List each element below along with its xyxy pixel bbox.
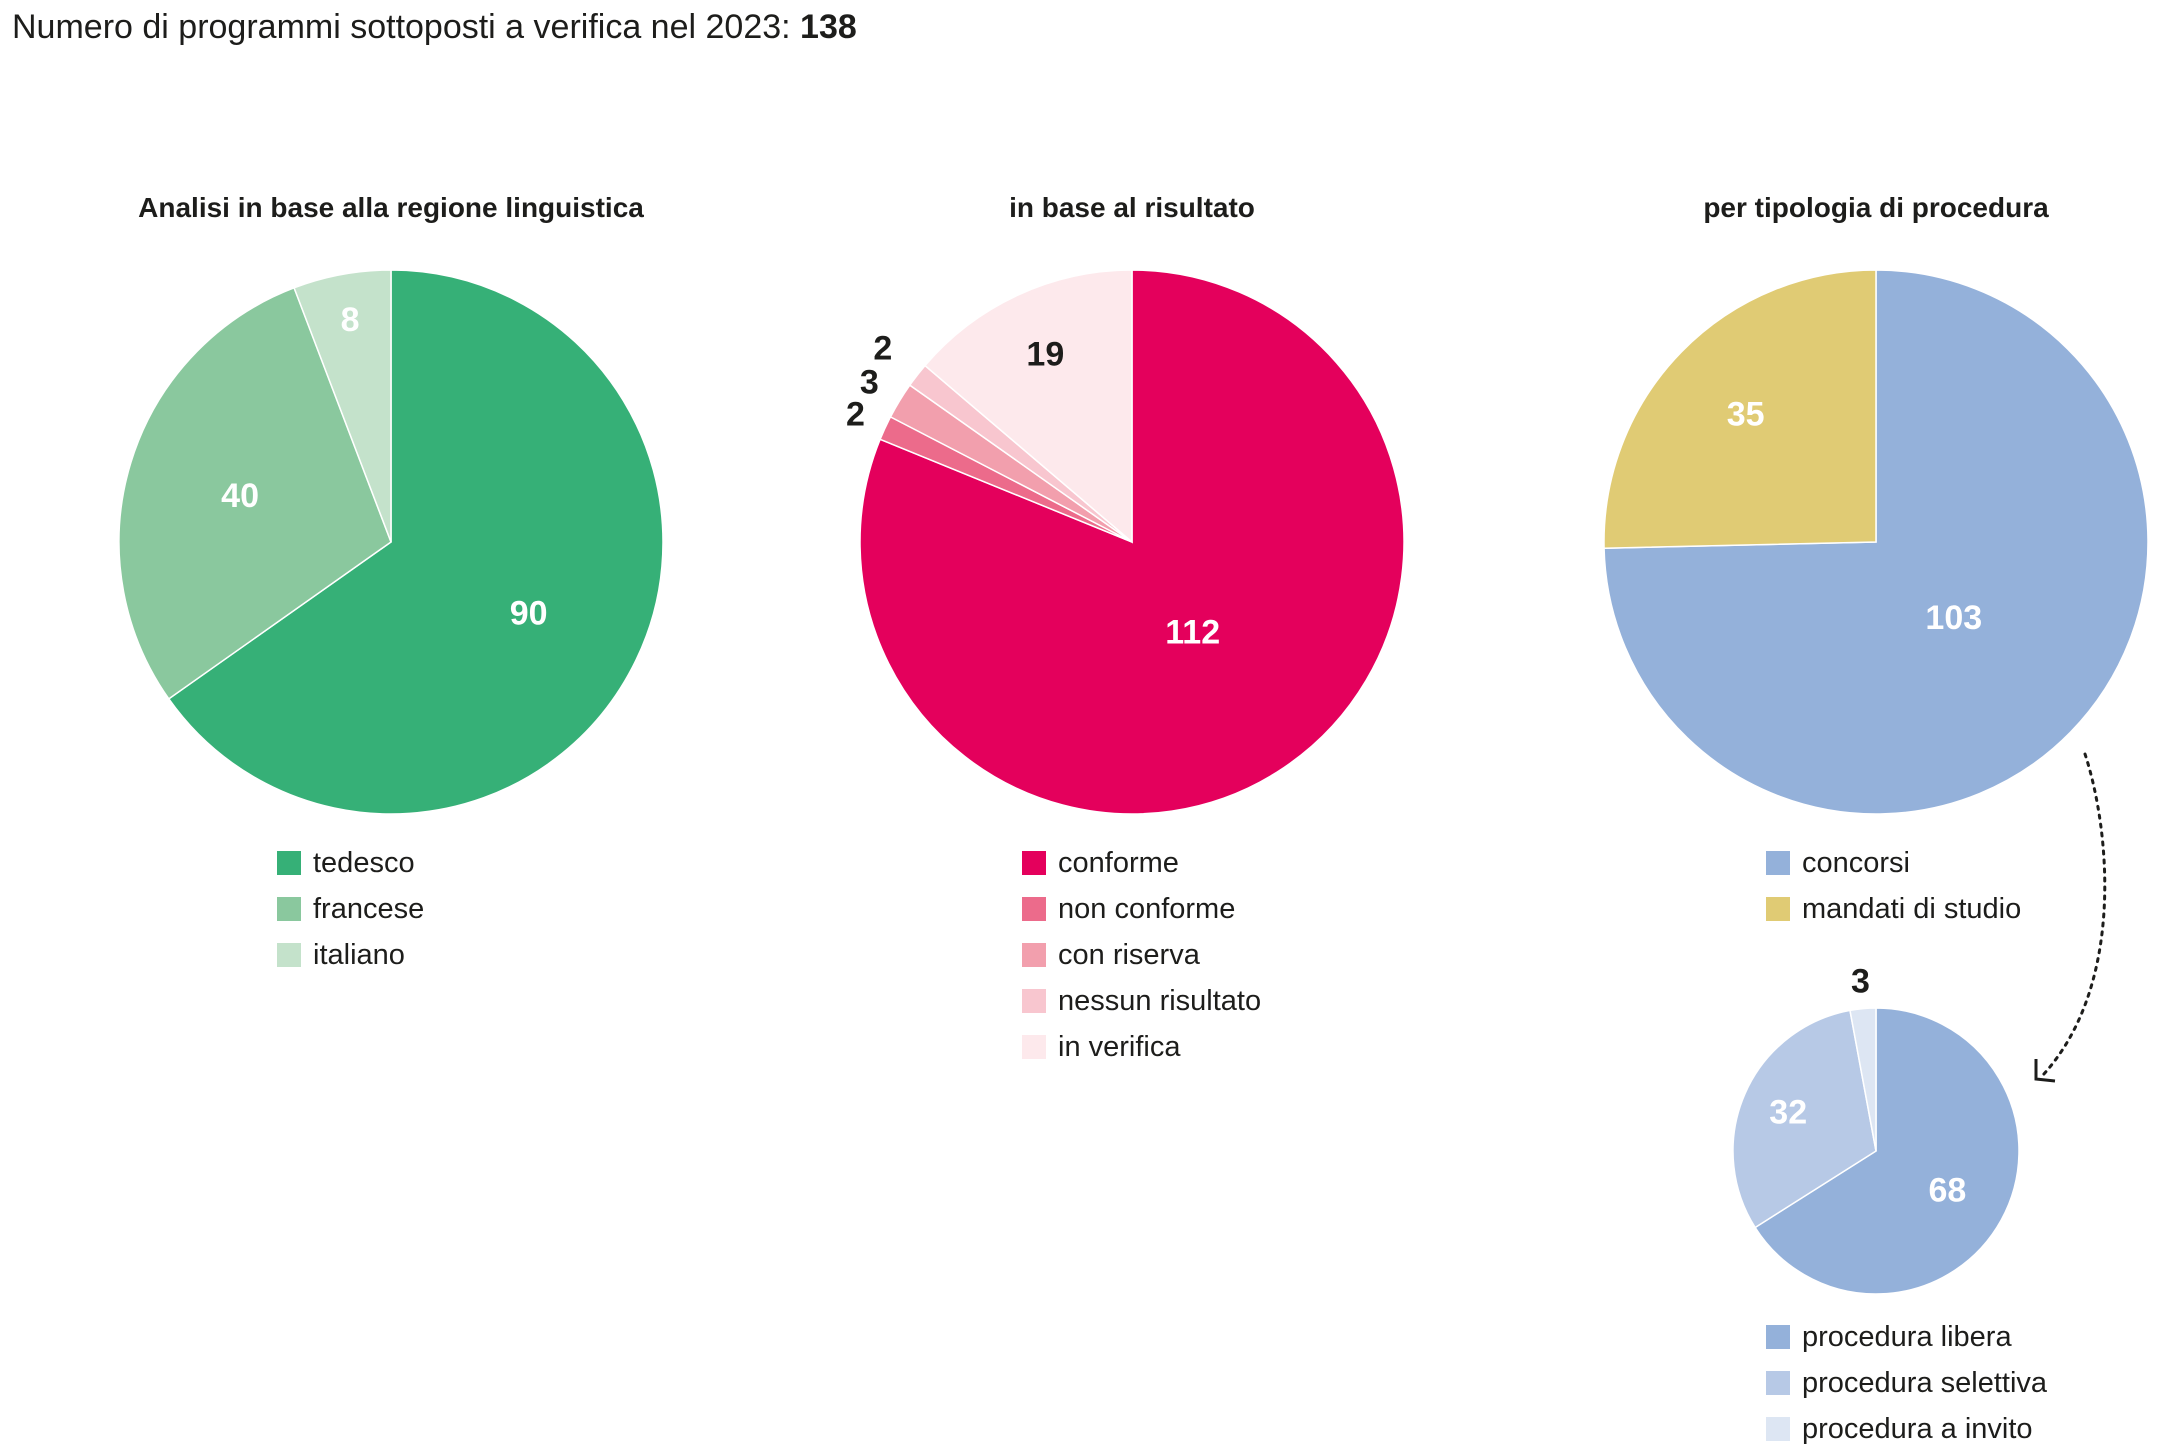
- page-headline: Numero di programmi sottoposti a verific…: [12, 8, 857, 47]
- legend-swatch: [1766, 1417, 1790, 1441]
- pie-procedure: 103 35: [1603, 269, 2149, 815]
- data-label-con-riserva: 3: [860, 363, 879, 401]
- legend-label: procedura selettiva: [1802, 1366, 2048, 1399]
- legend-item-mandati-di-studio: mandati di studio: [1766, 886, 2021, 932]
- legend-swatch: [1766, 1371, 1790, 1395]
- legend-swatch: [1022, 1035, 1046, 1059]
- data-label-conforme: 112: [1165, 613, 1220, 651]
- headline-total: 138: [800, 8, 857, 46]
- data-label-mandati-di-studio: 35: [1727, 396, 1765, 434]
- legend-item-procedura-libera: procedura libera: [1766, 1314, 2047, 1360]
- legend-label: non conforme: [1058, 892, 1236, 925]
- pie-competition: 68 32 3: [1732, 963, 2020, 1295]
- data-label-francese: 40: [221, 477, 259, 515]
- legend-item-procedura-a-invito: procedura a invito: [1766, 1406, 2047, 1452]
- legend-item-nessun-risultato: nessun risultato: [1022, 978, 1261, 1024]
- legend-item-concorsi: concorsi: [1766, 840, 2021, 886]
- legend-swatch: [1022, 851, 1046, 875]
- legend-swatch: [1022, 897, 1046, 921]
- legend-label: tedesco: [313, 846, 415, 879]
- slice-in-verifica: [923, 269, 1133, 544]
- legend-procedure: concorsi mandati di studio: [1766, 840, 2021, 932]
- legend-swatch: [277, 851, 301, 875]
- legend-swatch: [1022, 943, 1046, 967]
- legend-result: conforme non conforme con riserva nessun ri…: [1022, 840, 1261, 1070]
- slice-mandati-di-studio: [1603, 269, 1877, 549]
- slice-procedura-selettiva: [1732, 1009, 1877, 1229]
- data-label-in-verifica: 19: [1026, 335, 1064, 373]
- legend-item-francese: francese: [277, 886, 424, 932]
- data-label-procedura-a-invito: 3: [1851, 963, 1870, 1001]
- legend-swatch: [1766, 1325, 1790, 1349]
- legend-swatch: [1022, 989, 1046, 1013]
- pie-result: 112 232 19: [846, 269, 1405, 815]
- data-label-concorsi: 103: [1925, 599, 1982, 637]
- drilldown-arrow: [2041, 752, 2107, 1077]
- legend-label: procedura a invito: [1802, 1412, 2033, 1445]
- legend-label: in verifica: [1058, 1030, 1181, 1063]
- legend-item-con-riserva: con riserva: [1022, 932, 1261, 978]
- data-label-italiano: 8: [341, 301, 360, 339]
- slice-procedura-libera: [1754, 1007, 2020, 1295]
- legend-label: nessun risultato: [1058, 984, 1262, 1017]
- legend-swatch: [277, 897, 301, 921]
- legend-label: italiano: [313, 938, 405, 971]
- legend-item-italiano: italiano: [277, 932, 424, 978]
- legend-language: tedesco francese italiano: [277, 840, 424, 978]
- legend-item-conforme: conforme: [1022, 840, 1261, 886]
- data-label-procedura-libera: 68: [1928, 1171, 1966, 1209]
- drilldown-arrowhead: [2034, 1059, 2056, 1083]
- slice-tedesco: [167, 269, 664, 815]
- chart-title-result: in base al risultato: [1009, 192, 1255, 223]
- legend-item-procedura-selettiva: procedura selettiva: [1766, 1360, 2047, 1406]
- chart-title-language: Analisi in base alla regione linguistica: [138, 192, 644, 223]
- legend-swatch: [1766, 897, 1790, 921]
- data-label-tedesco: 90: [510, 594, 548, 632]
- legend-label: francese: [313, 892, 425, 925]
- legend-item-in-verifica: in verifica: [1022, 1024, 1261, 1070]
- legend-competition: procedura libera procedura selettiva proce…: [1766, 1314, 2047, 1452]
- legend-swatch: [1766, 851, 1790, 875]
- legend-item-non-conforme: non conforme: [1022, 886, 1261, 932]
- legend-swatch: [277, 943, 301, 967]
- slice-procedura-a-invito: [1849, 1007, 1877, 1152]
- data-label-nessun-risultato: 2: [873, 330, 892, 368]
- legend-label: con riserva: [1058, 938, 1200, 971]
- legend-label: concorsi: [1802, 846, 1910, 879]
- data-label-non-conforme: 2: [846, 395, 865, 433]
- legend-label: conforme: [1058, 846, 1179, 879]
- pie-language: 90 40 8: [118, 269, 664, 815]
- legend-item-tedesco: tedesco: [277, 840, 424, 886]
- slice-francese: [118, 286, 392, 700]
- legend-label: procedura libera: [1802, 1320, 2012, 1353]
- slice-italiano: [293, 269, 392, 543]
- legend-label: mandati di studio: [1802, 892, 2022, 925]
- chart-title-procedure: per tipologia di procedura: [1703, 192, 2049, 223]
- data-label-procedura-selettiva: 32: [1769, 1094, 1807, 1132]
- headline-text: Numero di programmi sottoposti a verific…: [12, 8, 791, 46]
